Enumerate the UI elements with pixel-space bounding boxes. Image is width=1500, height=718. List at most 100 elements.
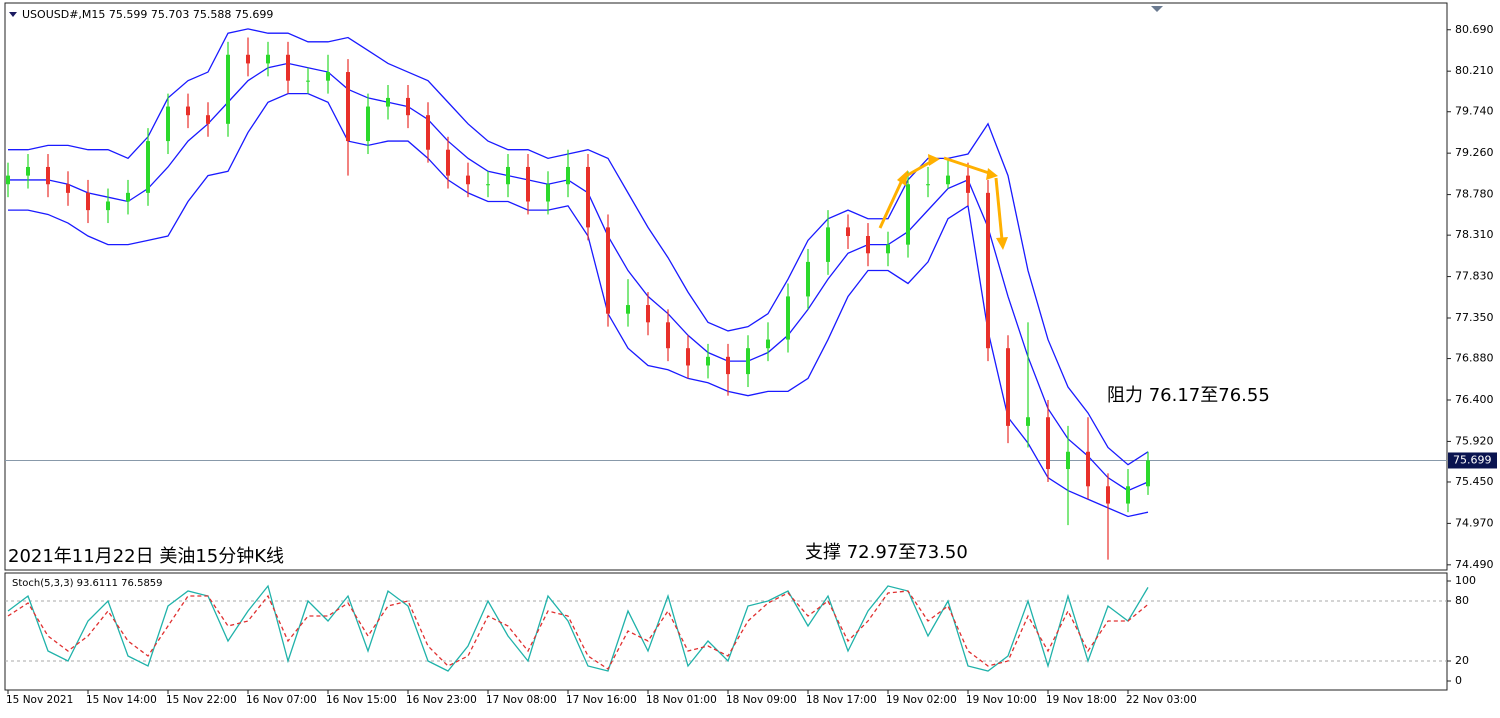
y-tick-label: 74.970 [1455,516,1494,529]
band-line [8,92,1149,518]
candle-body [366,106,370,142]
candle-body [406,97,410,116]
candle-body [946,175,950,185]
y-tick-label: 80 [1455,594,1469,607]
y-tick-label: 77.350 [1455,311,1494,324]
candle-body [886,244,890,254]
arrow [943,156,993,176]
candle-body [766,339,770,349]
candle-body [846,227,850,237]
candle-body [106,201,110,211]
stoch-line [7,584,1149,672]
candle-body [566,166,570,185]
x-tick-label: 18 Nov 17:00 [806,694,877,706]
y-tick-label: 79.260 [1455,146,1494,159]
candle-body [146,141,150,193]
candle-body [306,80,310,82]
candle-body [1046,417,1050,470]
x-tick-label: 16 Nov 07:00 [246,694,317,706]
x-tick-label: 19 Nov 02:00 [886,694,957,706]
candle-body [1106,486,1110,504]
candle-body [6,175,10,185]
candle-body [546,184,550,202]
candle-body [686,348,690,366]
y-tick-label: 76.400 [1455,393,1494,406]
price-box [1448,452,1497,469]
candle-body [646,305,650,323]
x-tick-label: 15 Nov 22:00 [166,694,237,706]
support-note: 支撑 72.97至73.50 [805,542,968,563]
y-tick-label: 75.920 [1455,434,1494,447]
x-tick-label: 22 Nov 03:00 [1126,694,1197,706]
candle-body [806,261,810,297]
candle-body [86,192,90,211]
candle-body [506,166,510,185]
x-tick-label: 16 Nov 15:00 [326,694,397,706]
x-tick-label: 15 Nov 14:00 [86,694,157,706]
candle-body [966,175,970,193]
price-label: 75.699 [1453,453,1492,466]
chart-caption: 2021年11月22日 美油15分钟K线 [8,546,284,567]
candle-body [1086,451,1090,487]
y-tick-label: 20 [1455,654,1469,667]
y-tick-label: 100 [1455,574,1476,587]
chart-title: USOUSD#,M15 75.599 75.703 75.588 75.699 [22,8,273,21]
candle-body [586,166,590,228]
candle-body [1146,460,1150,487]
price-panel [4,2,1448,571]
candle-body [1066,451,1070,470]
candle-body [1026,417,1030,426]
candle-body [746,348,750,375]
x-tick-label: 18 Nov 01:00 [646,694,717,706]
candle-body [666,322,670,349]
candle-body [226,54,230,124]
candle-body [166,106,170,142]
candle-body [1126,486,1130,504]
candle-body [1006,348,1010,426]
candle-body [66,184,70,193]
y-tick-label: 76.880 [1455,352,1494,365]
candle-body [726,356,730,375]
y-tick-label: 74.490 [1455,558,1494,571]
y-tick-label: 78.780 [1455,188,1494,201]
candle-body [906,184,910,245]
candle-body [346,72,350,142]
band-line [8,28,1149,466]
candle-body [866,236,870,254]
candle-body [626,305,630,314]
x-tick-label: 17 Nov 16:00 [566,694,637,706]
arrow [878,177,905,229]
shift-marker [1151,6,1163,12]
candle-body [426,115,430,150]
candle-body [786,296,790,340]
arrowhead [996,237,1008,250]
y-tick-label: 0 [1455,674,1462,687]
arrowhead [897,170,908,186]
resistance-note: 阻力 76.17至76.55 [1107,385,1270,406]
candle-body [326,72,330,81]
candle-body [386,97,390,107]
x-tick-label: 19 Nov 10:00 [966,694,1037,706]
candle-body [526,166,530,202]
x-tick-label: 15 Nov 2021 [6,694,73,706]
candle-body [486,184,490,186]
band-line [8,62,1149,492]
x-tick-label: 18 Nov 09:00 [726,694,797,706]
candle-body [466,175,470,185]
y-tick-label: 77.830 [1455,270,1494,283]
candle-body [26,166,30,176]
candle-body [446,149,450,176]
candle-body [206,115,210,124]
menu-triangle[interactable] [9,12,17,17]
candle-body [266,54,270,64]
candle-body [246,54,250,64]
candle-body [286,54,290,81]
candle-body [186,106,190,116]
x-tick-label: 19 Nov 18:00 [1046,694,1117,706]
y-tick-label: 80.690 [1455,23,1494,36]
arrowhead [986,168,998,180]
y-tick-label: 75.450 [1455,475,1494,488]
candle-body [706,356,710,366]
stoch-line [7,590,1149,670]
